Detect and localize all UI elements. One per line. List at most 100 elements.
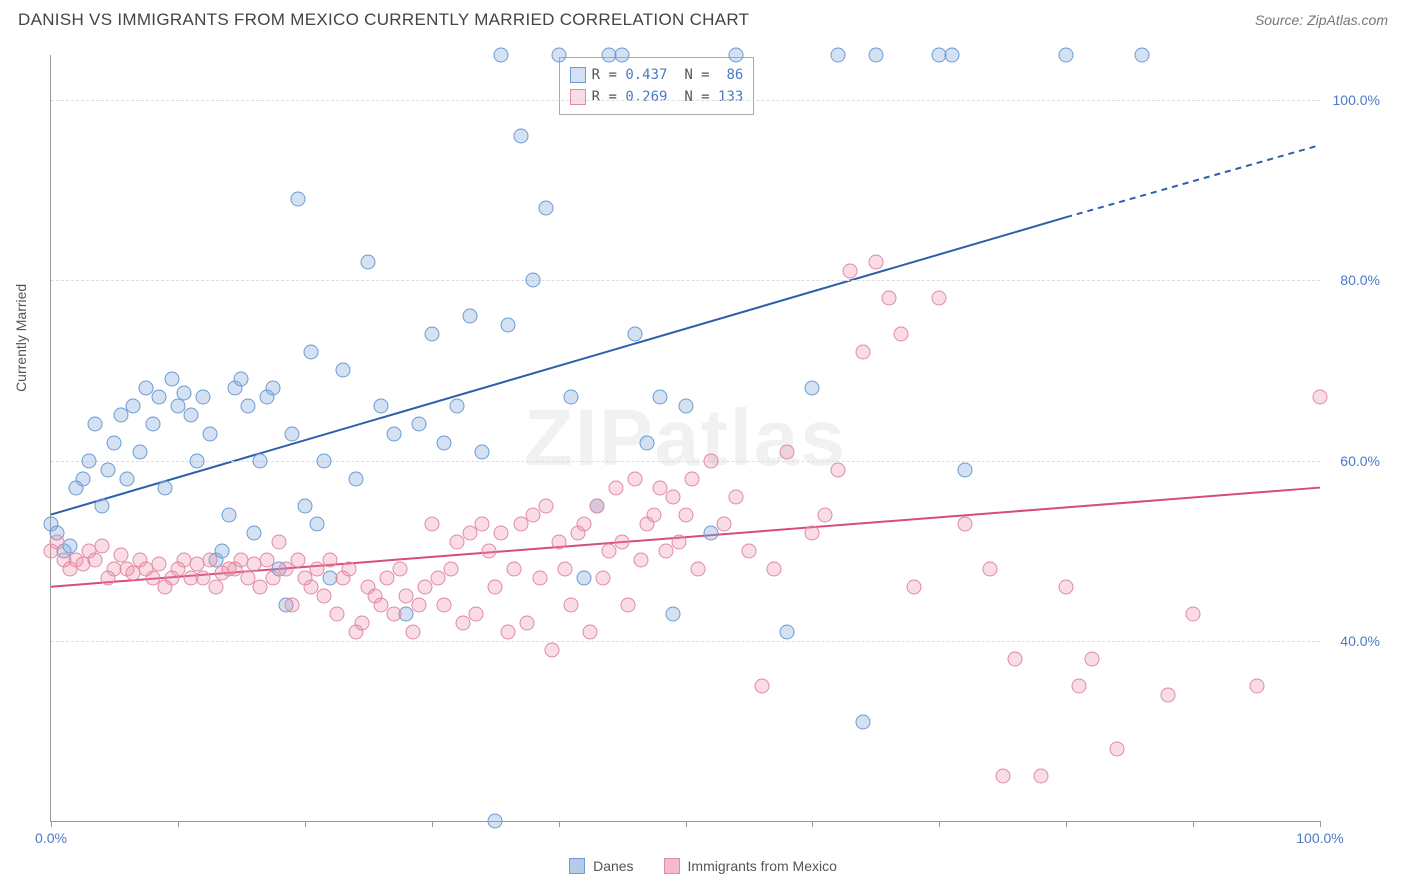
scatter-point xyxy=(488,579,503,594)
scatter-point xyxy=(615,534,630,549)
scatter-point xyxy=(868,48,883,63)
scatter-point xyxy=(342,561,357,576)
scatter-point xyxy=(392,561,407,576)
x-tick-mark xyxy=(51,821,52,827)
scatter-point xyxy=(202,426,217,441)
scatter-point xyxy=(1313,390,1328,405)
scatter-point xyxy=(830,462,845,477)
stats-row: R = 0.269 N = 133 xyxy=(570,86,744,108)
scatter-point xyxy=(361,255,376,270)
scatter-point xyxy=(716,516,731,531)
scatter-point xyxy=(158,480,173,495)
scatter-point xyxy=(1071,678,1086,693)
scatter-point xyxy=(481,543,496,558)
scatter-point xyxy=(177,385,192,400)
scatter-point xyxy=(805,525,820,540)
scatter-point xyxy=(805,381,820,396)
y-tick-label: 80.0% xyxy=(1340,272,1380,288)
scatter-point xyxy=(310,516,325,531)
scatter-point xyxy=(767,561,782,576)
scatter-point xyxy=(894,327,909,342)
scatter-point xyxy=(348,471,363,486)
scatter-point xyxy=(703,453,718,468)
scatter-point xyxy=(234,372,249,387)
bottom-legend: DanesImmigrants from Mexico xyxy=(0,858,1406,874)
legend-label: Danes xyxy=(593,858,633,874)
scatter-point xyxy=(653,390,668,405)
scatter-point xyxy=(500,318,515,333)
stats-text: R = 0.269 N = 133 xyxy=(592,86,744,108)
scatter-point xyxy=(957,516,972,531)
scatter-point xyxy=(545,642,560,657)
scatter-point xyxy=(253,453,268,468)
scatter-point xyxy=(221,507,236,522)
scatter-point xyxy=(437,597,452,612)
scatter-point xyxy=(995,768,1010,783)
x-tick-mark xyxy=(686,821,687,827)
scatter-point xyxy=(646,507,661,522)
chart-title: DANISH VS IMMIGRANTS FROM MEXICO CURRENT… xyxy=(18,10,749,30)
scatter-point xyxy=(323,552,338,567)
scatter-point xyxy=(532,570,547,585)
scatter-point xyxy=(164,372,179,387)
scatter-point xyxy=(1249,678,1264,693)
scatter-point xyxy=(691,561,706,576)
scatter-point xyxy=(107,435,122,450)
scatter-point xyxy=(462,309,477,324)
scatter-point xyxy=(906,579,921,594)
scatter-point xyxy=(583,624,598,639)
scatter-point xyxy=(944,48,959,63)
scatter-point xyxy=(259,552,274,567)
scatter-point xyxy=(202,552,217,567)
y-tick-label: 100.0% xyxy=(1333,92,1380,108)
scatter-point xyxy=(329,606,344,621)
trend-lines xyxy=(51,55,1320,821)
scatter-point xyxy=(373,399,388,414)
x-tick-label: 100.0% xyxy=(1296,830,1343,846)
scatter-point xyxy=(424,327,439,342)
scatter-point xyxy=(304,345,319,360)
scatter-point xyxy=(684,471,699,486)
scatter-point xyxy=(272,534,287,549)
chart-plot-area: ZIPatlas Currently Married R = 0.437 N =… xyxy=(50,55,1320,822)
x-tick-mark xyxy=(812,821,813,827)
scatter-point xyxy=(576,516,591,531)
x-tick-mark xyxy=(559,821,560,827)
scatter-point xyxy=(576,570,591,585)
scatter-point xyxy=(469,606,484,621)
scatter-point xyxy=(526,273,541,288)
x-tick-mark xyxy=(1320,821,1321,827)
scatter-point xyxy=(1109,741,1124,756)
scatter-point xyxy=(678,399,693,414)
scatter-point xyxy=(957,462,972,477)
scatter-point xyxy=(596,570,611,585)
scatter-point xyxy=(557,561,572,576)
scatter-point xyxy=(437,435,452,450)
scatter-point xyxy=(285,597,300,612)
scatter-point xyxy=(1135,48,1150,63)
scatter-point xyxy=(507,561,522,576)
gridline xyxy=(51,100,1320,101)
scatter-point xyxy=(488,814,503,829)
x-tick-label: 0.0% xyxy=(35,830,67,846)
scatter-point xyxy=(780,444,795,459)
legend-swatch xyxy=(664,858,680,874)
scatter-point xyxy=(291,192,306,207)
gridline xyxy=(51,461,1320,462)
scatter-point xyxy=(665,606,680,621)
scatter-point xyxy=(412,417,427,432)
x-tick-mark xyxy=(178,821,179,827)
stats-text: R = 0.437 N = 86 xyxy=(592,64,744,86)
scatter-point xyxy=(1059,579,1074,594)
scatter-point xyxy=(297,498,312,513)
scatter-point xyxy=(608,480,623,495)
scatter-point xyxy=(151,557,166,572)
gridline xyxy=(51,280,1320,281)
scatter-point xyxy=(215,543,230,558)
scatter-point xyxy=(551,534,566,549)
x-tick-mark xyxy=(432,821,433,827)
stats-row: R = 0.437 N = 86 xyxy=(570,64,744,86)
scatter-point xyxy=(240,399,255,414)
y-axis-label: Currently Married xyxy=(13,284,29,392)
scatter-point xyxy=(494,48,509,63)
